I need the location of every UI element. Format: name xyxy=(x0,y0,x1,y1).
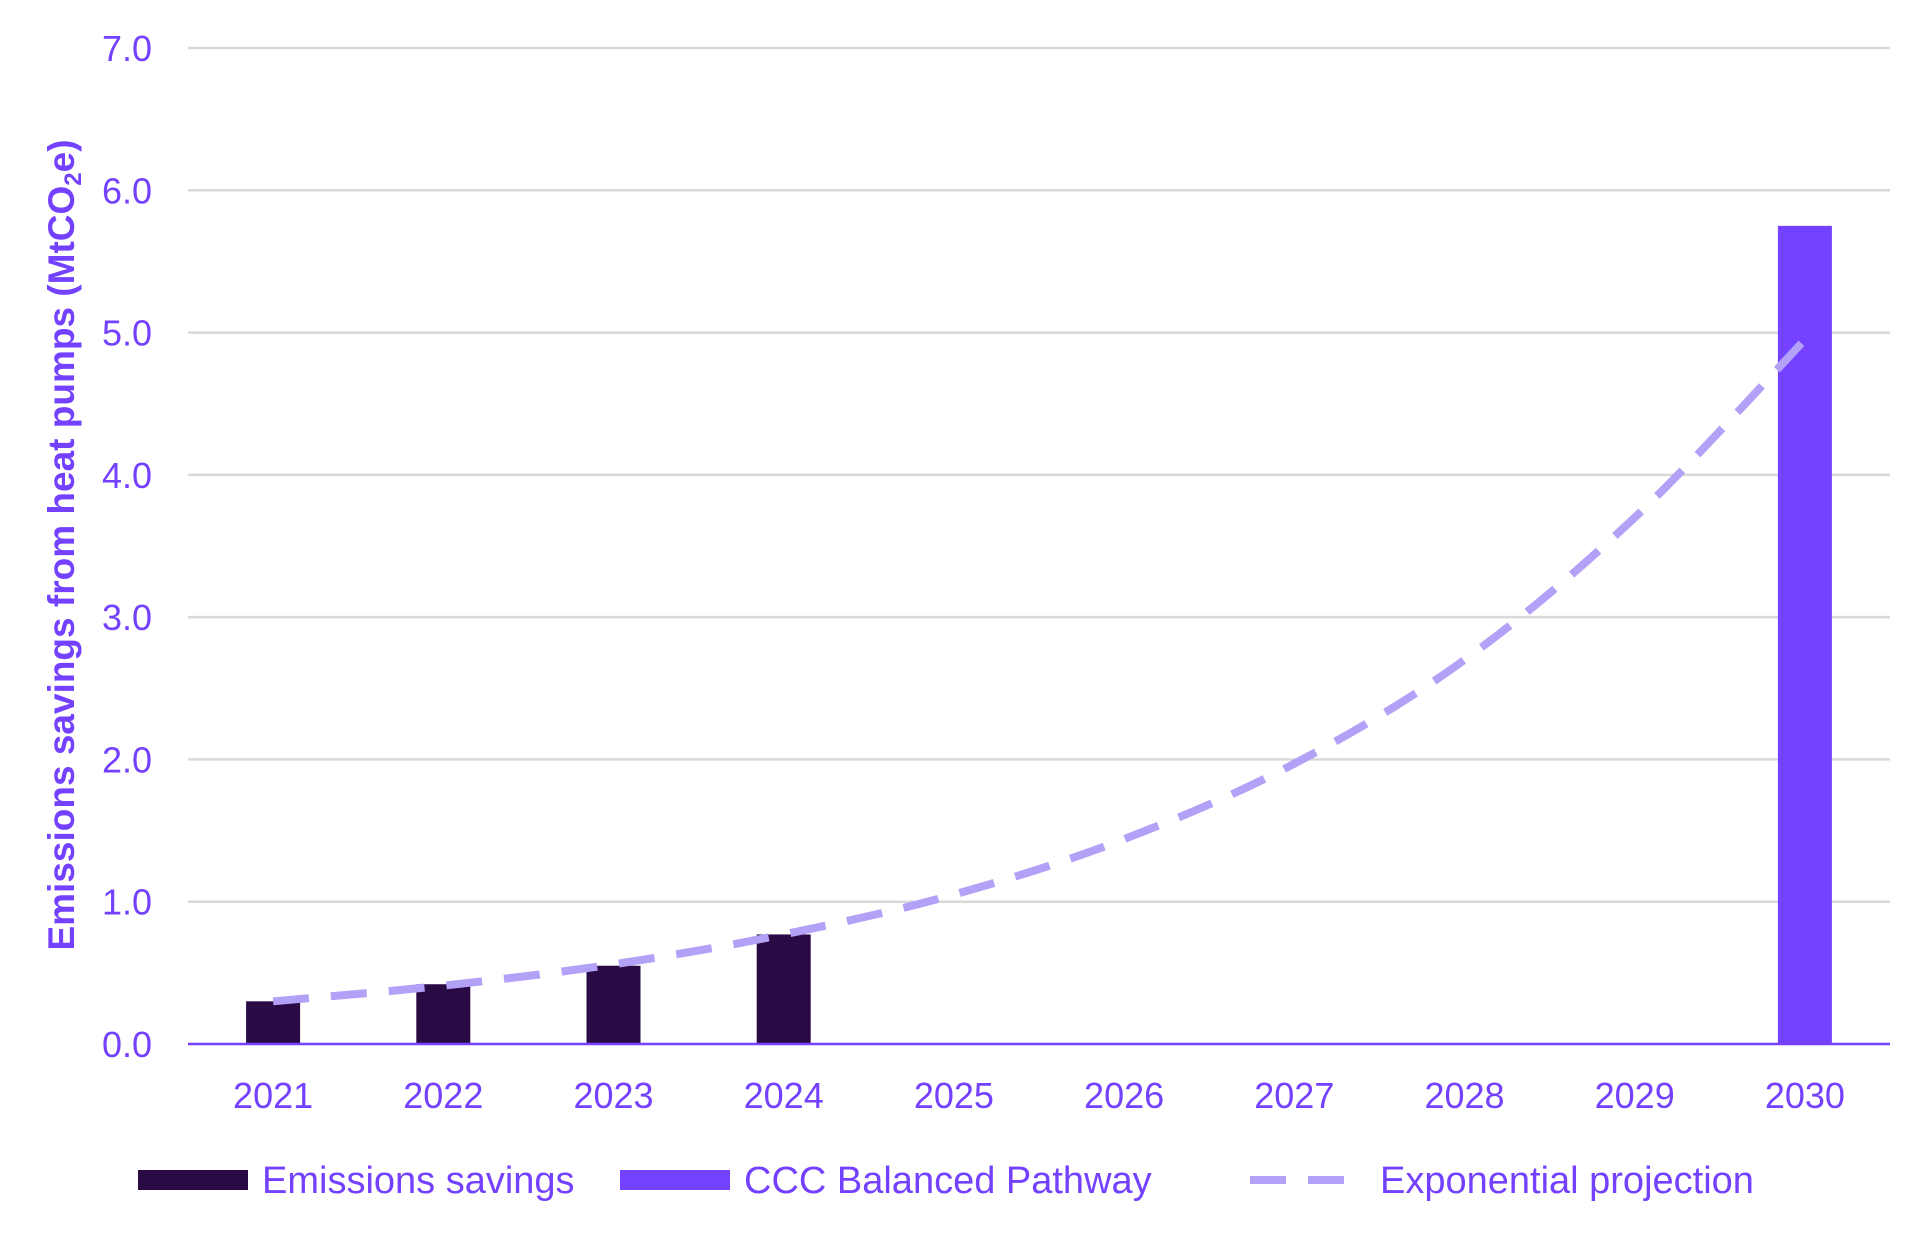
y-tick-label: 0.0 xyxy=(102,1024,152,1065)
x-tick-label: 2027 xyxy=(1254,1075,1334,1116)
x-tick-label: 2030 xyxy=(1765,1075,1845,1116)
projection-line xyxy=(272,336,1808,1006)
legend-label: Emissions savings xyxy=(262,1160,575,1202)
x-tick-label: 2025 xyxy=(914,1075,994,1116)
legend-swatch-0 xyxy=(138,1170,248,1190)
y-tick-label: 7.0 xyxy=(102,28,152,69)
legend-label: CCC Balanced Pathway xyxy=(744,1160,1152,1202)
gridlines xyxy=(188,46,1890,903)
y-tick-label: 3.0 xyxy=(102,597,152,638)
y-axis-title-main: Emissions savings from heat pumps (MtCO xyxy=(41,186,82,951)
y-tick-label: 1.0 xyxy=(102,882,152,923)
x-tick-label: 2023 xyxy=(573,1075,653,1116)
y-tick-label: 6.0 xyxy=(102,170,152,211)
legend-label: Exponential projection xyxy=(1380,1160,1754,1202)
y-axis-title-end: e) xyxy=(41,139,82,172)
bar-2030 xyxy=(1777,225,1832,1044)
x-tick-label: 2021 xyxy=(233,1075,313,1116)
bars xyxy=(246,225,1832,1044)
bar-2023 xyxy=(586,965,641,1044)
series-line-exponential-projection xyxy=(272,336,1808,1006)
x-tick-label: 2024 xyxy=(744,1075,824,1116)
x-axis-ticks: 2021 2022 2023 2024 2025 2026 2027 2028 2029 2030 xyxy=(233,1075,1845,1116)
legend: Emissions savings CCC Balanced Pathway Exp… xyxy=(138,1160,1754,1202)
x-tick-label: 2026 xyxy=(1084,1075,1164,1116)
y-tick-label: 2.0 xyxy=(102,739,152,780)
x-tick-label: 2029 xyxy=(1595,1075,1675,1116)
bar-2024 xyxy=(756,934,811,1044)
y-tick-label: 4.0 xyxy=(102,455,152,496)
bar-2021 xyxy=(246,1001,301,1044)
bar-2022 xyxy=(416,984,471,1044)
y-axis-ticks: 0.0 1.0 2.0 3.0 4.0 5.0 6.0 7.0 xyxy=(102,28,152,1065)
x-tick-label: 2028 xyxy=(1424,1075,1504,1116)
y-tick-label: 5.0 xyxy=(102,313,152,354)
x-tick-label: 2022 xyxy=(403,1075,483,1116)
y-axis-title-subscript: 2 xyxy=(60,172,87,185)
y-axis-title: Emissions savings from heat pumps (MtCO2… xyxy=(41,139,87,950)
legend-swatch-1 xyxy=(620,1170,730,1190)
